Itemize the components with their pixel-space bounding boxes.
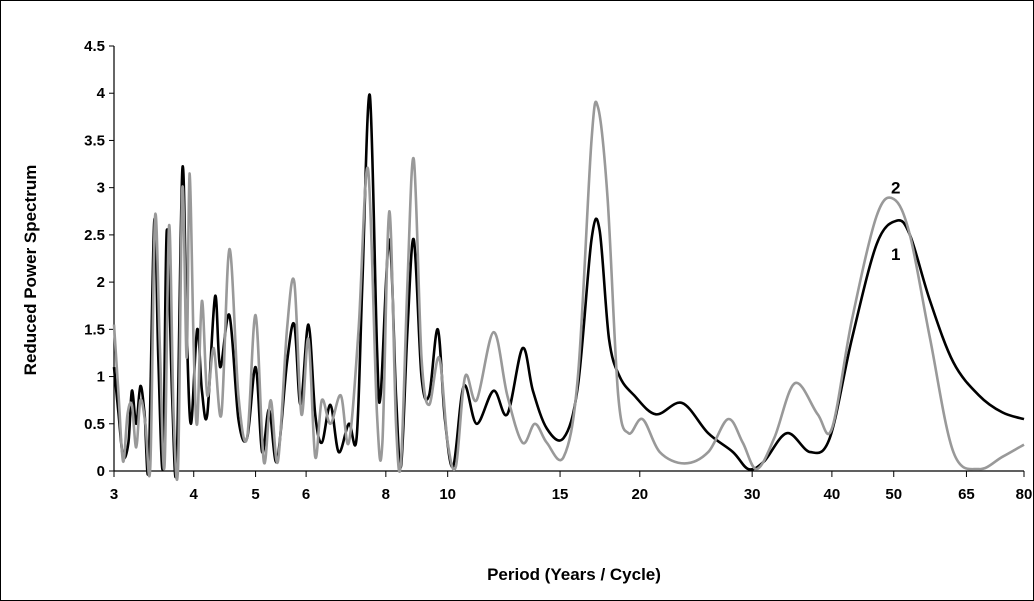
x-tick-label: 30 [744,486,761,503]
curve-label: 1 [891,245,900,264]
x-tick-label: 8 [382,486,390,503]
x-tick-label: 65 [958,486,975,503]
axes [109,45,1025,477]
x-tick-label: 20 [631,486,648,503]
x-tick-label: 80 [1016,486,1033,503]
y-tick-label: 1 [97,369,105,386]
x-tick-label: 40 [824,486,841,503]
curve-label: 2 [891,179,900,198]
x-tick-label: 10 [439,486,456,503]
y-tick-label: 4.5 [84,38,105,55]
series-line-1 [112,93,1025,479]
y-tick-label: 3 [97,180,105,197]
y-tick-label: 2.5 [84,227,105,244]
x-tick-label: 50 [885,486,902,503]
y-tick-label: 0 [97,463,105,480]
y-tick-label: 4 [97,85,106,102]
y-tick-label: 3.5 [84,132,105,149]
y-tick-label: 2 [97,274,105,291]
x-tick-label: 15 [552,486,569,503]
series-layer [112,93,1025,482]
labels-layer: 0 0.5 1 1.5 2 2.5 3 3.5 4 4.5 3 4 5 6 8 10 15 20 30 40 50 65 8… [84,38,1032,503]
x-tick-label: 4 [190,486,199,503]
x-tick-label: 6 [302,486,310,503]
x-tick-label: 3 [110,486,118,503]
y-axis-title: Reduced Power Spectrum [21,165,40,376]
x-tick-label: 5 [251,486,259,503]
y-tick-label: 0.5 [84,416,105,433]
series-line-2 [112,100,1025,482]
y-tick-label: 1.5 [84,321,105,338]
x-axis-title: Period (Years / Cycle) [487,565,661,584]
